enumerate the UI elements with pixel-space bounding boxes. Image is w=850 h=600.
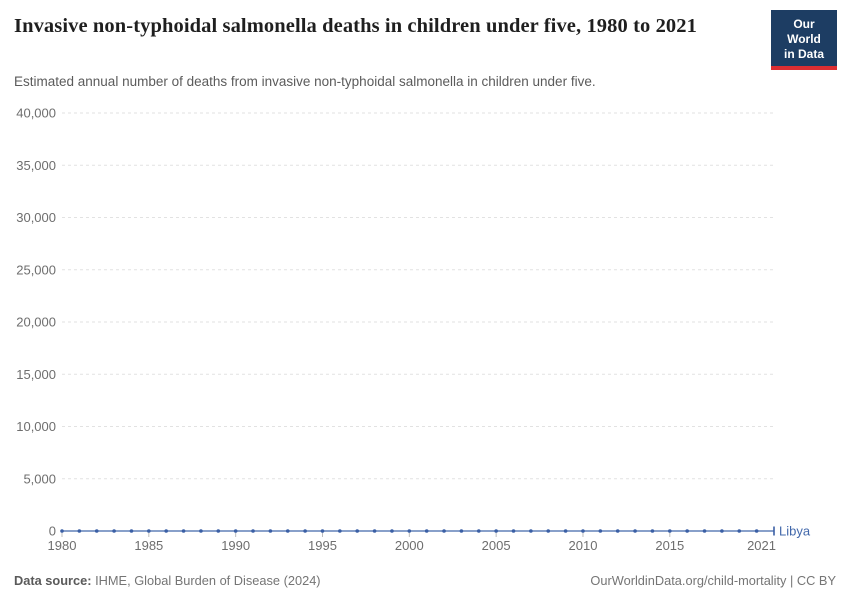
data-point[interactable] [60, 529, 64, 533]
data-point[interactable] [754, 529, 759, 533]
data-point[interactable] [685, 529, 689, 533]
data-point[interactable] [546, 529, 551, 533]
data-point[interactable] [581, 529, 585, 533]
data-point[interactable] [216, 529, 221, 533]
data-point[interactable] [702, 529, 707, 533]
x-axis-tick-label: 1980 [48, 538, 77, 553]
y-axis-tick-label: 0 [49, 524, 56, 539]
series-label-libya[interactable]: Libya [779, 524, 811, 539]
owid-logo[interactable]: Our World in Data [771, 10, 837, 70]
data-point[interactable] [563, 529, 568, 533]
y-axis-tick-label: 30,000 [16, 210, 56, 225]
data-point[interactable] [476, 529, 481, 533]
y-axis-tick-label: 35,000 [16, 158, 56, 173]
owid-logo-line2: in Data [783, 47, 824, 61]
data-point[interactable] [372, 529, 377, 533]
data-point[interactable] [720, 529, 724, 533]
data-point[interactable] [285, 529, 290, 533]
data-point[interactable] [129, 529, 134, 533]
data-source-value: IHME, Global Burden of Disease (2024) [95, 573, 321, 588]
data-point[interactable] [390, 529, 394, 533]
x-axis-tick-label: 1995 [308, 538, 337, 553]
data-point[interactable] [147, 529, 151, 533]
data-point[interactable] [668, 529, 672, 533]
data-point[interactable] [737, 529, 742, 533]
data-point[interactable] [112, 529, 116, 533]
x-axis-tick-label: 2021 [747, 538, 776, 553]
data-point[interactable] [251, 529, 255, 533]
y-axis-tick-label: 10,000 [16, 419, 56, 434]
data-point[interactable] [355, 529, 360, 533]
data-point[interactable] [598, 529, 603, 533]
x-axis-tick-label: 1985 [134, 538, 163, 553]
chart-subtitle: Estimated annual number of deaths from i… [14, 74, 596, 89]
data-point[interactable] [650, 529, 655, 533]
owid-logo-line1: Our World [787, 17, 821, 46]
data-point[interactable] [459, 529, 464, 533]
chart-title: Invasive non-typhoidal salmonella deaths… [14, 15, 697, 37]
data-point[interactable] [338, 529, 342, 533]
data-point[interactable] [442, 529, 446, 533]
credit-link[interactable]: OurWorldinData.org/child-mortality | CC … [590, 573, 836, 588]
data-point[interactable] [94, 529, 99, 533]
data-point[interactable] [633, 529, 637, 533]
data-point[interactable] [615, 529, 620, 533]
y-axis-tick-label: 40,000 [16, 106, 56, 121]
data-point[interactable] [511, 529, 516, 533]
y-axis-tick-label: 15,000 [16, 367, 56, 382]
data-point[interactable] [199, 529, 203, 533]
data-point[interactable] [303, 529, 307, 533]
y-axis-tick-label: 5,000 [23, 471, 56, 486]
chart-footer: Data source: IHME, Global Burden of Dise… [14, 573, 836, 588]
y-axis-tick-label: 20,000 [16, 315, 56, 330]
data-point[interactable] [233, 529, 238, 533]
data-point[interactable] [320, 529, 325, 533]
data-source: Data source: IHME, Global Burden of Dise… [14, 573, 321, 588]
data-point[interactable] [164, 529, 168, 533]
data-point[interactable] [494, 529, 498, 533]
x-axis-tick-label: 2005 [482, 538, 511, 553]
data-point[interactable] [77, 529, 82, 533]
data-point[interactable] [181, 529, 186, 533]
data-source-label: Data source: [14, 573, 92, 588]
x-axis-tick-label: 1990 [221, 538, 250, 553]
x-axis-tick-label: 2010 [569, 538, 598, 553]
y-axis-tick-label: 25,000 [16, 262, 56, 277]
x-axis-tick-label: 2000 [395, 538, 424, 553]
x-axis-tick-label: 2015 [655, 538, 684, 553]
data-point[interactable] [529, 529, 533, 533]
data-point[interactable] [424, 529, 429, 533]
data-point[interactable] [268, 529, 273, 533]
data-point[interactable] [407, 529, 412, 533]
